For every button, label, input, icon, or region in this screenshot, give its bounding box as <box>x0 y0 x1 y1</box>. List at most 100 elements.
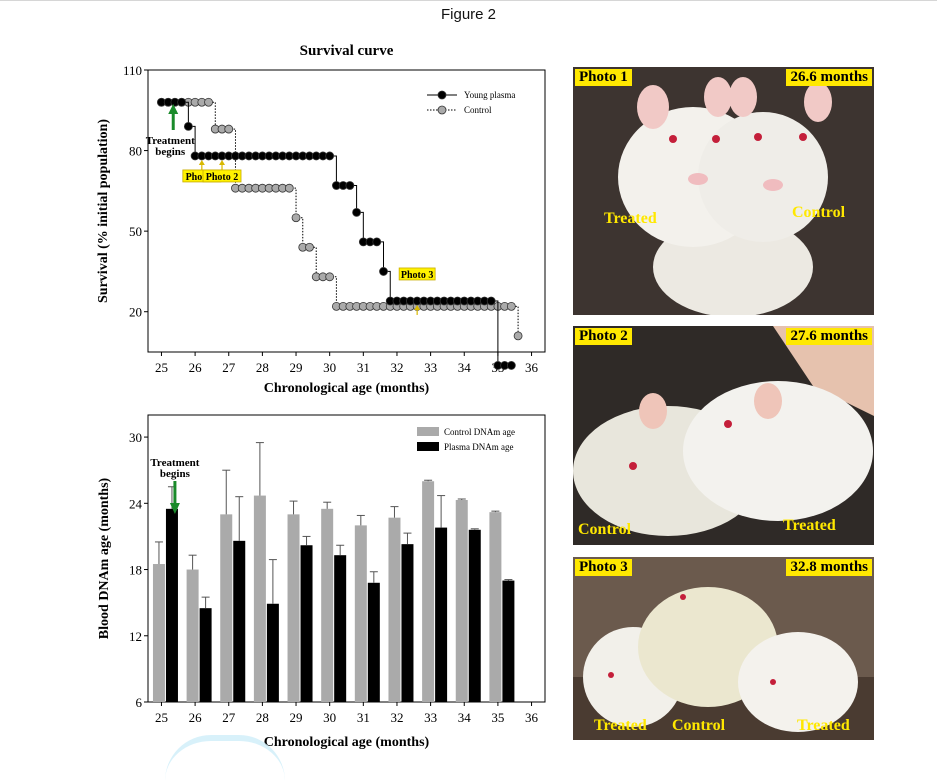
y-axis-label: Blood DNAm age (months) <box>97 477 112 639</box>
legend: Young plasma Control <box>427 90 515 115</box>
photo-2-caption-right: Treated <box>783 517 836 534</box>
series-control <box>157 97 523 341</box>
y-tick-label: 110 <box>123 63 142 78</box>
x-tick-label: 34 <box>458 710 472 725</box>
bar-control <box>422 481 435 702</box>
photo-1: Photo 1 26.6 months Treated Control <box>573 67 874 315</box>
bar-plasma <box>468 529 481 702</box>
photo-1-age: 26.6 months <box>786 69 872 86</box>
series-young-plasma <box>157 97 516 370</box>
x-tick-label: 35 <box>491 710 504 725</box>
x-tick-label: 31 <box>357 710 370 725</box>
data-point <box>291 213 301 223</box>
treatment-arrow-head <box>169 503 180 514</box>
x-tick-label: 27 <box>222 710 236 725</box>
x-tick-label: 30 <box>323 360 336 375</box>
treatment-label-line2: begins <box>160 468 191 480</box>
photo-3-image <box>573 557 874 740</box>
y-tick-label: 12 <box>129 629 142 644</box>
y-tick-label: 24 <box>129 496 143 511</box>
x-tick-label: 32 <box>390 710 403 725</box>
photo-1-image <box>573 67 874 315</box>
bar-control <box>287 514 300 702</box>
legend: Control DNAm age Plasma DNAm age <box>417 427 515 452</box>
x-tick-label: 26 <box>189 360 203 375</box>
data-point <box>352 207 361 217</box>
x-tick-label: 29 <box>290 360 303 375</box>
data-point <box>183 122 193 131</box>
photo-2: Photo 2 27.6 months Control Treated <box>573 326 874 545</box>
photo-3-caption-middle: Control <box>672 717 726 734</box>
photo-2-age: 27.6 months <box>786 328 872 345</box>
bar-control <box>253 495 266 702</box>
data-point <box>224 124 234 134</box>
data-point <box>204 97 213 107</box>
bar-plasma <box>300 545 313 702</box>
y-tick-label: 80 <box>129 144 142 159</box>
photo-2-image <box>573 326 874 545</box>
photo-2-caption-left: Control <box>578 521 632 538</box>
x-tick-label: 25 <box>155 360 168 375</box>
data-point <box>506 361 516 370</box>
photo-marker-arrowhead <box>219 159 226 165</box>
x-tick-label: 31 <box>357 360 370 375</box>
dnam-age-chart: Chronological age (months) Blood DNAm age… <box>97 414 546 750</box>
chart-title: Survival curve <box>300 43 394 59</box>
photo-3: Photo 3 32.8 months Treated Control Trea… <box>573 557 874 740</box>
plot-frame <box>147 414 546 703</box>
x-tick-label: 28 <box>256 710 269 725</box>
x-tick-label: 36 <box>525 710 539 725</box>
photo-3-caption-left: Treated <box>594 717 647 734</box>
x-tick-label: 36 <box>525 360 539 375</box>
legend-label: Young plasma <box>464 90 515 100</box>
figure-title: Figure 2 <box>440 6 497 23</box>
legend-marker <box>437 105 447 115</box>
photo-1-label: Photo 1 <box>575 69 632 86</box>
data-point <box>325 151 335 161</box>
x-tick-label: 26 <box>189 710 203 725</box>
treatment-label-line1: Treatment <box>146 135 195 147</box>
data-point <box>325 272 335 282</box>
bar-control <box>152 564 165 702</box>
photo-marker-box <box>398 267 436 281</box>
x-tick-label: 29 <box>290 710 303 725</box>
bar-control <box>186 569 199 702</box>
x-axis-label: Chronological age (months) <box>264 735 430 750</box>
x-tick-label: 28 <box>256 360 269 375</box>
data-point <box>513 331 523 341</box>
treatment-label-line2: begins <box>155 146 186 158</box>
legend-swatch <box>417 427 439 436</box>
bar-plasma <box>401 544 414 702</box>
bar-control <box>388 517 401 702</box>
photo-marker-label: Photo 2 <box>206 172 239 183</box>
data-point <box>486 296 496 306</box>
data-point <box>305 242 314 252</box>
y-tick-label: 50 <box>129 224 142 239</box>
photo-marker-label: Photo 3 <box>401 270 434 281</box>
x-tick-label: 33 <box>424 710 437 725</box>
survival-chart: Survival curve Chronological age (months)… <box>96 43 546 396</box>
x-tick-label: 33 <box>424 360 437 375</box>
photo-marker-2: Photo 2 <box>202 159 242 183</box>
photo-marker-arrowhead <box>414 304 421 310</box>
data-point <box>284 183 294 193</box>
x-tick-label: 34 <box>458 360 472 375</box>
legend-label: Control DNAm age <box>444 427 515 437</box>
bar-plasma <box>502 580 515 702</box>
x-axis-label: Chronological age (months) <box>264 381 430 396</box>
bar-control <box>220 514 233 702</box>
photo-marker-arrowhead <box>198 159 205 165</box>
data-point <box>506 301 516 311</box>
x-tick-label: 25 <box>155 710 168 725</box>
y-tick-label: 6 <box>136 695 143 710</box>
bar-plasma <box>266 603 279 702</box>
photo-3-caption-right: Treated <box>797 717 850 734</box>
photo-2-label: Photo 2 <box>575 328 632 345</box>
bar-control <box>354 525 367 702</box>
y-tick-label: 30 <box>129 430 142 445</box>
y-tick-label: 20 <box>129 305 142 320</box>
legend-swatch <box>417 442 439 451</box>
bar-control <box>455 499 468 702</box>
bar-plasma <box>435 527 448 702</box>
bar-plasma <box>334 555 347 702</box>
